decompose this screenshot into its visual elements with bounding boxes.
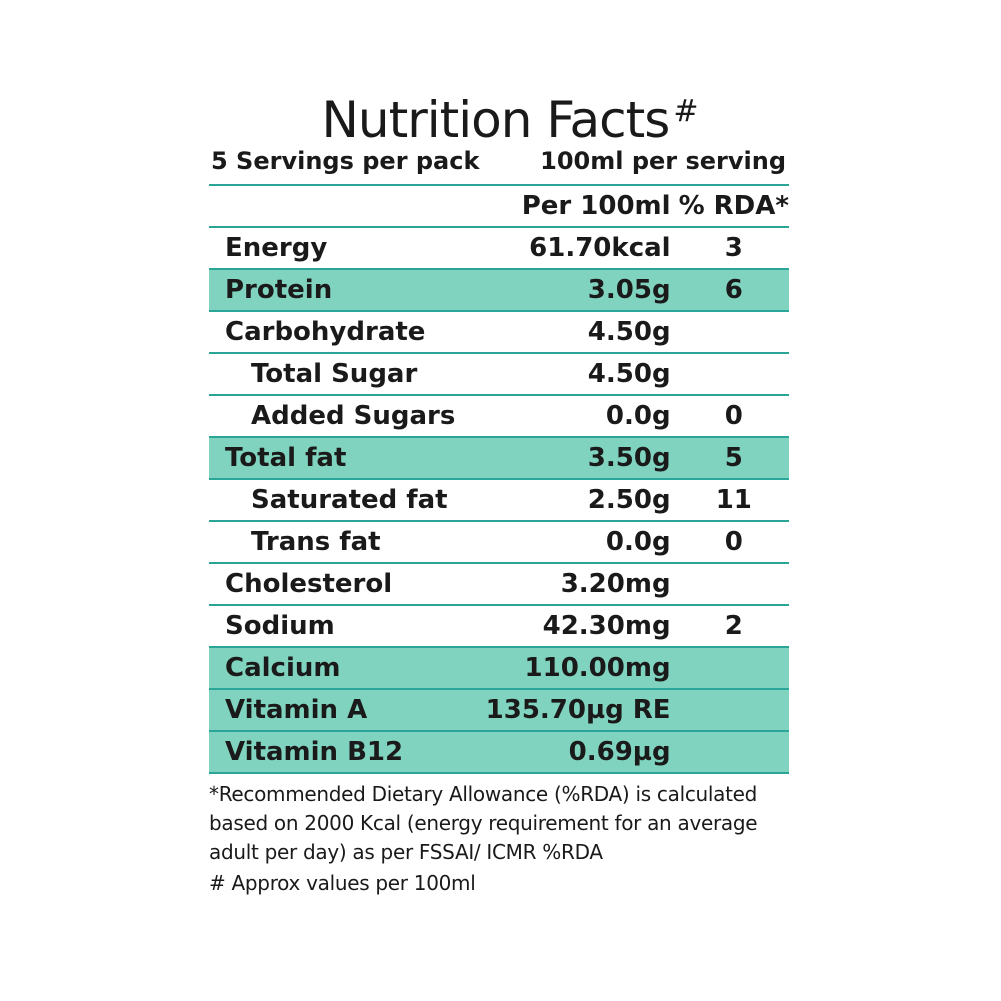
nutrient-value: 42.30mg [476,605,673,648]
header-per-100ml: Per 100ml [476,185,673,228]
table-row: Protein 3.05g 6 [209,269,789,312]
nutrient-value: 3.05g [476,269,673,312]
nutrient-value: 4.50g [476,353,673,396]
nutrient-name: Energy [209,227,477,270]
table-row: Trans fat 0.0g 0 [209,521,789,564]
nutrient-rda: 3 [672,227,789,270]
nutrient-rda [672,353,789,396]
nutrient-value: 2.50g [476,479,673,522]
nutrition-label: Nutrition Facts # 5 Servings per pack 100… [209,88,790,898]
nutrient-rda [672,311,789,354]
nutrient-rda: 6 [672,269,789,312]
title-text: Nutrition Facts [321,91,671,149]
header-nutrient [209,185,477,228]
nutrient-name: Cholesterol [209,563,477,606]
nutrition-table: Per 100ml % RDA* Energy 61.70kcal 3 Protein… [209,184,789,774]
nutrient-name: Vitamin A [209,689,477,732]
table-row: Carbohydrate 4.50g [209,311,789,354]
servings-per-pack: 5 Servings per pack [211,147,480,175]
nutrient-name: Sodium [209,605,477,648]
nutrient-name: Added Sugars [209,395,477,438]
nutrient-value: 110.00mg [476,647,673,690]
table-row: Sodium 42.30mg 2 [209,605,789,648]
approx-note: # Approx values per 100ml [209,871,476,895]
nutrient-value: 0.0g [476,395,673,438]
nutrient-value: 0.0g [476,521,673,564]
table-row: Added Sugars 0.0g 0 [209,395,789,438]
title-hash-mark: # [673,94,698,129]
nutrient-name: Saturated fat [209,479,477,522]
nutrient-rda: 2 [672,605,789,648]
servings-line: 5 Servings per pack 100ml per serving [209,146,790,184]
nutrient-name: Vitamin B12 [209,731,477,774]
footnote-line: adult per day) as per FSSAI/ ICMR %RDA [209,840,603,864]
nutrient-name: Calcium [209,647,477,690]
nutrient-name: Total fat [209,437,477,480]
nutrient-rda [672,563,789,606]
nutrient-value: 4.50g [476,311,673,354]
footnote-line: based on 2000 Kcal (energy requirement f… [209,811,758,835]
nutrient-rda: 11 [672,479,789,522]
table-row: Vitamin A 135.70µg RE [209,689,789,732]
table-row: Cholesterol 3.20mg [209,563,789,606]
nutrient-rda [672,689,789,732]
nutrition-title: Nutrition Facts # [209,88,790,152]
table-row: Total Sugar 4.50g [209,353,789,396]
nutrient-rda [672,731,789,774]
table-row: Vitamin B12 0.69µg [209,731,789,774]
table-row: Total fat 3.50g 5 [209,437,789,480]
header-rda: % RDA* [672,185,789,228]
table-row: Saturated fat 2.50g 11 [209,479,789,522]
table-row: Energy 61.70kcal 3 [209,227,789,270]
serving-size: 100ml per serving [540,147,786,175]
footnote-line: *Recommended Dietary Allowance (%RDA) is… [209,782,758,806]
nutrient-value: 3.20mg [476,563,673,606]
nutrient-name: Trans fat [209,521,477,564]
table-header-row: Per 100ml % RDA* [209,185,789,228]
nutrient-name: Protein [209,269,477,312]
nutrient-value: 3.50g [476,437,673,480]
nutrient-name: Total Sugar [209,353,477,396]
nutrient-rda: 5 [672,437,789,480]
nutrient-value: 135.70µg RE [476,689,673,732]
footnotes: *Recommended Dietary Allowance (%RDA) is… [209,780,790,898]
nutrient-value: 61.70kcal [476,227,673,270]
nutrient-value: 0.69µg [476,731,673,774]
table-row: Calcium 110.00mg [209,647,789,690]
nutrient-rda: 0 [672,521,789,564]
nutrient-name: Carbohydrate [209,311,477,354]
nutrient-rda [672,647,789,690]
nutrient-rda: 0 [672,395,789,438]
